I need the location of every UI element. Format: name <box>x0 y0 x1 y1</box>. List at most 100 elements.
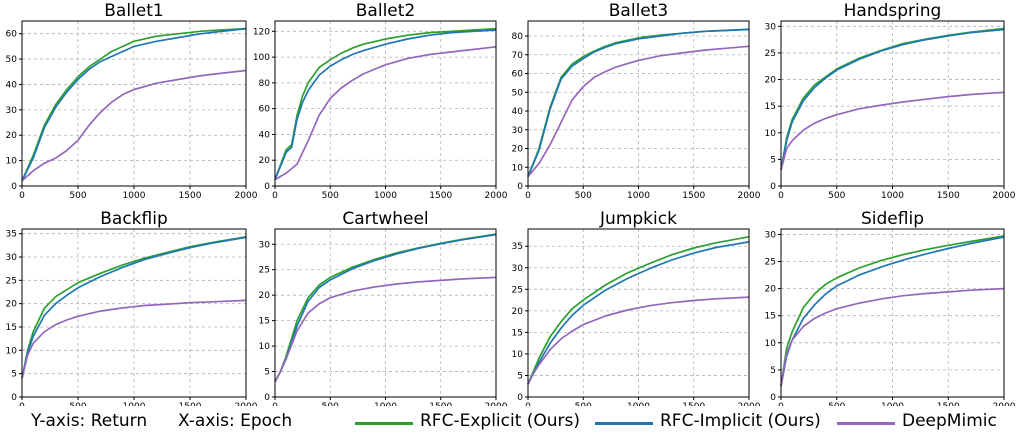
chart-title: Jumpkick <box>599 209 677 229</box>
x-tick-label: 1500 <box>429 191 452 201</box>
y-tick-label: 15 <box>765 312 776 322</box>
series-line-deepmimic <box>274 45 497 181</box>
series-line-deepmimic <box>274 276 497 383</box>
x-tick-label: 2000 <box>235 402 258 406</box>
series-line-deepmimic <box>527 296 750 385</box>
x-tick-label: 1500 <box>682 402 705 406</box>
y-tick-label: 30 <box>259 240 271 250</box>
x-tick-label: 0 <box>525 191 531 201</box>
x-tick-label: 2000 <box>993 191 1016 201</box>
series-line-deepmimic <box>780 287 1005 387</box>
y-tick-label: 5 <box>770 366 776 376</box>
x-tick-label: 500 <box>322 402 339 406</box>
legend-line-deepmimic <box>837 422 895 425</box>
series-line-explicit <box>527 235 750 385</box>
y-tick-label: 10 <box>6 346 18 356</box>
y-tick-label: 10 <box>6 157 18 167</box>
y-tick-label: 0 <box>517 393 523 403</box>
series-line-explicit <box>21 27 247 182</box>
y-tick-label: 60 <box>512 70 524 80</box>
x-tick-label: 0 <box>272 191 278 201</box>
x-tick-label: 1500 <box>429 402 452 406</box>
series-line-explicit <box>21 236 247 379</box>
y-tick-label: 25 <box>765 258 776 268</box>
y-tick-label: 10 <box>512 163 524 173</box>
y-tick-label: 25 <box>512 285 523 295</box>
x-tick-label: 1000 <box>123 402 146 406</box>
x-tick-label: 2000 <box>485 191 508 201</box>
chart-title: Backflip <box>100 209 168 229</box>
x-tick-label: 2000 <box>993 402 1016 406</box>
legend-line-implicit <box>595 422 653 425</box>
chart-title: Sideflip <box>861 209 924 229</box>
series-line-implicit <box>21 236 247 379</box>
y-tick-label: 20 <box>6 131 18 141</box>
y-tick-label: 35 <box>6 230 17 240</box>
y-tick-label: 25 <box>765 49 776 59</box>
series-line-implicit <box>527 241 750 385</box>
y-tick-label: 60 <box>6 30 18 40</box>
y-tick-label: 20 <box>765 76 777 86</box>
chart-panel-backflip: 0 500 1000 1500 2000 0 5 10 15 20 25 30 35 Backflip <box>6 209 258 406</box>
legend-label-implicit: RFC-Implicit (Ours) <box>660 411 821 431</box>
x-tick-label: 2000 <box>235 191 258 201</box>
legend-line-explicit <box>355 422 413 425</box>
x-tick-label: 2000 <box>485 402 508 406</box>
y-tick-label: 5 <box>11 370 17 380</box>
y-tick-label: 0 <box>517 182 523 192</box>
y-tick-label: 20 <box>512 307 524 317</box>
x-tick-label: 0 <box>778 402 784 406</box>
y-tick-label: 20 <box>512 145 524 155</box>
y-tick-label: 20 <box>259 291 271 301</box>
y-tick-label: 100 <box>253 53 270 63</box>
y-tick-label: 15 <box>259 317 270 327</box>
x-tick-label: 2000 <box>738 402 761 406</box>
y-tick-label: 40 <box>6 80 18 90</box>
series-line-explicit <box>780 235 1005 387</box>
y-tick-label: 50 <box>512 88 524 98</box>
y-tick-label: 10 <box>765 339 777 349</box>
x-tick-label: 1500 <box>179 402 202 406</box>
y-tick-label: 40 <box>259 130 271 140</box>
x-tick-label: 1500 <box>937 191 960 201</box>
x-tick-label: 0 <box>525 402 531 406</box>
y-tick-label: 0 <box>11 393 17 403</box>
x-tick-label: 1500 <box>937 402 960 406</box>
series-line-implicit <box>780 236 1005 387</box>
chart-title: Handspring <box>844 1 942 21</box>
y-tick-label: 30 <box>512 264 524 274</box>
y-tick-label: 120 <box>253 27 270 37</box>
x-tick-label: 500 <box>828 402 845 406</box>
y-tick-label: 0 <box>264 182 270 192</box>
y-tick-label: 0 <box>770 182 776 192</box>
y-tick-label: 5 <box>264 368 270 378</box>
chart-panel-handspring: 0 500 1000 1500 2000 0 5 10 15 20 25 30 Handspring <box>765 1 1016 201</box>
chart-panel-jumpkick: 0 500 1000 1500 2000 0 5 10 15 20 25 30 35 Jumpkick <box>512 209 761 406</box>
x-tick-label: 0 <box>19 402 25 406</box>
y-tick-label: 30 <box>765 22 777 32</box>
x-tick-label: 1000 <box>374 191 397 201</box>
x-tick-label: 0 <box>19 191 25 201</box>
y-tick-label: 40 <box>512 107 524 117</box>
y-tick-label: 80 <box>259 79 271 89</box>
y-tick-label: 30 <box>765 230 777 240</box>
x-tick-label: 500 <box>575 191 592 201</box>
series-line-deepmimic <box>21 69 247 182</box>
chart-panel-cartwheel: 0 500 1000 1500 2000 0 5 10 15 20 25 30 Cartwheel <box>259 209 508 406</box>
y-tick-label: 15 <box>6 323 17 333</box>
x-tick-label: 1000 <box>627 191 650 201</box>
y-tick-label: 10 <box>765 129 777 139</box>
y-tick-label: 60 <box>259 105 271 115</box>
x-tick-label: 500 <box>69 402 86 406</box>
x-tick-label: 1000 <box>627 402 650 406</box>
y-tick-label: 70 <box>512 51 524 61</box>
y-tick-label: 20 <box>259 156 271 166</box>
series-line-deepmimic <box>21 299 247 379</box>
figure-footer: Y-axis: Return X-axis: Epoch RFC-Explici… <box>0 406 1016 438</box>
y-tick-label: 0 <box>11 182 17 192</box>
x-tick-label: 1500 <box>682 191 705 201</box>
x-tick-label: 500 <box>322 191 339 201</box>
chart-panel-ballet1: 0 500 1000 1500 2000 0 10 20 30 40 50 60 Ballet1 <box>6 1 258 201</box>
y-tick-label: 0 <box>770 393 776 403</box>
y-tick-label: 10 <box>259 342 271 352</box>
